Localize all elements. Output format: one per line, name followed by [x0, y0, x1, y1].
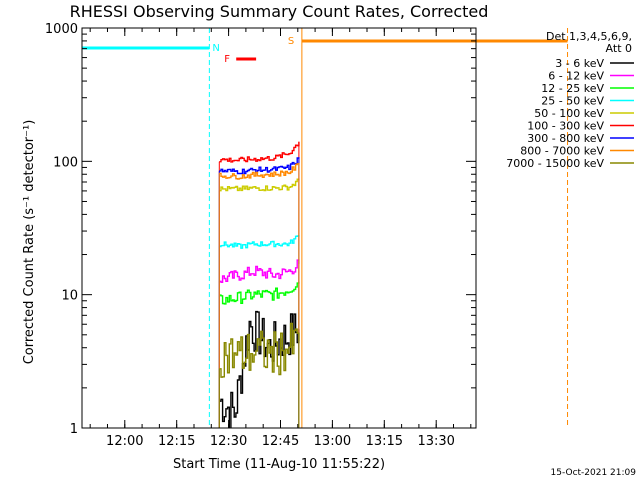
series-8 [218, 163, 300, 428]
series-line [597, 269, 640, 283]
series-line [219, 157, 300, 175]
series-line [597, 176, 640, 188]
legend-label: 12 - 25 keV [541, 82, 604, 95]
y-tick-label: 10 [61, 289, 78, 304]
y-axis-label: Corrected Count Rate (s⁻¹ detector⁻¹) [22, 120, 37, 365]
timestamp-footer: 15-Oct-2021 21:09 [551, 468, 637, 478]
series-line [219, 178, 300, 192]
annotation-layer: N S F [82, 28, 569, 428]
x-tick-label: 13:15 [366, 434, 403, 449]
x-tick-label: 12:45 [262, 434, 299, 449]
series-9 [218, 313, 640, 428]
y-tick-label: 100 [53, 155, 78, 170]
x-tick-label: 12:30 [210, 434, 247, 449]
y-tick-label: 1 [70, 422, 78, 437]
legend-label: 50 - 100 keV [534, 107, 604, 120]
y-axis: 1 10 100 1000 [45, 22, 476, 437]
series-line [597, 285, 640, 301]
plot-frame [81, 27, 477, 429]
chart-title: RHESSI Observing Summary Count Rates, Co… [70, 2, 489, 21]
x-tick-label: 13:30 [417, 434, 454, 449]
series-line [219, 281, 300, 305]
series-line [597, 350, 640, 400]
legend-label: 7000 - 15000 keV [506, 157, 604, 170]
legend-label: 3 - 6 keV [555, 57, 604, 70]
night-label: N [212, 43, 219, 54]
y-tick-label: 1000 [45, 22, 78, 37]
legend-header: Att 0 [606, 42, 632, 55]
series-5 [218, 176, 640, 428]
legend-label: 300 - 800 keV [527, 132, 604, 145]
x-tick-label: 12:00 [106, 434, 143, 449]
legend-label: 25 - 50 keV [541, 95, 604, 108]
legend-header: Det 1,3,4,5,6,9, [546, 30, 632, 43]
series-line [219, 235, 300, 249]
x-axis: 12:00 12:15 12:30 12:45 13:00 13:15 13:30 [89, 28, 472, 449]
legend-label: 100 - 300 keV [527, 120, 604, 133]
x-tick-label: 12:15 [158, 434, 195, 449]
x-axis-label: Start Time (11-Aug-10 11:55:22) [173, 457, 385, 472]
series-layer [218, 141, 640, 428]
legend-label: 800 - 7000 keV [520, 145, 604, 158]
series-1 [218, 310, 640, 428]
series-4 [218, 232, 640, 428]
legend-label: 6 - 12 keV [548, 70, 604, 83]
saa-label: S [288, 36, 294, 47]
series-line [219, 163, 300, 180]
series-line [219, 141, 300, 163]
series-line [597, 232, 640, 245]
series-line [219, 310, 300, 428]
series-line [597, 313, 640, 371]
series-6 [218, 141, 300, 428]
flare-label: F [224, 54, 230, 65]
x-tick-label: 13:00 [314, 434, 351, 449]
series-line [219, 259, 300, 283]
series-line [219, 322, 300, 378]
